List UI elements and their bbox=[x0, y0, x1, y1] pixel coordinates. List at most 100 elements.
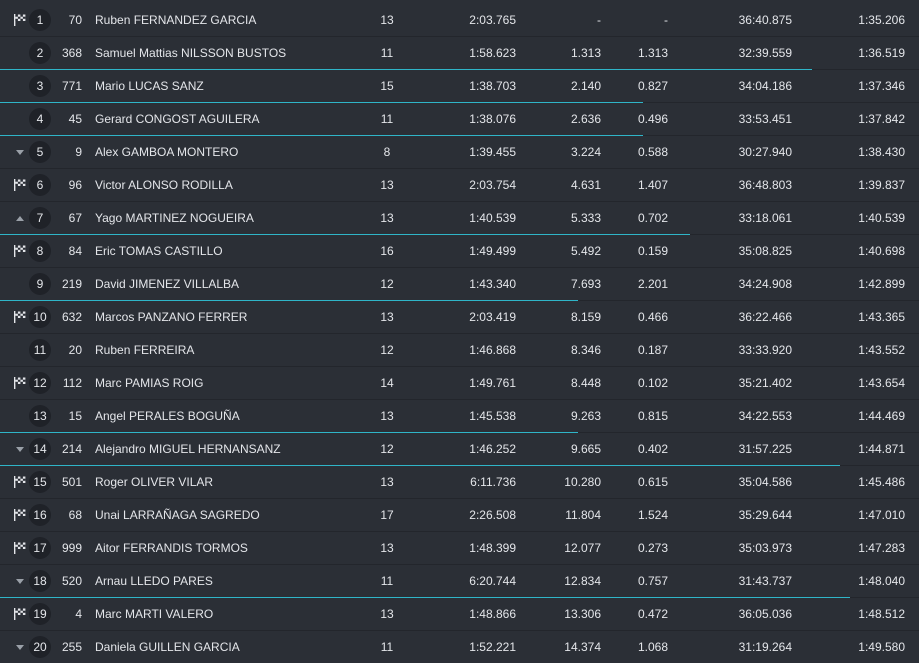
interval: 0.496 bbox=[637, 112, 668, 126]
interval: 0.402 bbox=[637, 442, 668, 456]
gap: 1.313 bbox=[570, 46, 601, 60]
rider-name: Samuel Mattias NILSSON BUSTOS bbox=[95, 46, 287, 60]
finish-flag-icon bbox=[14, 377, 26, 389]
position-badge: 2 bbox=[29, 42, 51, 64]
position-badge: 19 bbox=[29, 603, 51, 625]
laps: 8 bbox=[383, 145, 391, 159]
result-row: 14 214 Alejandro MIGUEL HERNANSANZ 12 1:46.2… bbox=[0, 433, 919, 466]
bib-number: 501 bbox=[61, 475, 82, 489]
total-time: 35:29.644 bbox=[738, 508, 792, 522]
bib-number: 15 bbox=[68, 409, 82, 423]
interval: 0.815 bbox=[637, 409, 668, 423]
result-row: 11 20 Ruben FERREIRA 12 1:46.868 8.346 0.187 33… bbox=[0, 334, 919, 367]
last-lap: 1:45.538 bbox=[469, 409, 516, 423]
bib-number: 68 bbox=[68, 508, 82, 522]
result-row: 20 255 Daniela GUILLEN GARCIA 11 1:52.221 14.… bbox=[0, 631, 919, 663]
bib-number: 45 bbox=[68, 112, 82, 126]
laps: 14 bbox=[380, 376, 394, 390]
interval: - bbox=[664, 13, 668, 27]
last-lap: 6:11.736 bbox=[470, 475, 516, 489]
best-lap: 1:39.837 bbox=[858, 178, 905, 192]
best-lap: 1:42.899 bbox=[858, 277, 905, 291]
rider-name: Marcos PANZANO FERRER bbox=[95, 310, 248, 324]
last-lap: 6:20.744 bbox=[469, 574, 516, 588]
interval: 0.757 bbox=[637, 574, 668, 588]
gap: 5.492 bbox=[570, 244, 601, 258]
progress-line bbox=[0, 234, 690, 235]
interval: 0.472 bbox=[637, 607, 668, 621]
progress-line bbox=[0, 300, 578, 301]
interval: 0.159 bbox=[637, 244, 668, 258]
bib-number: 112 bbox=[62, 376, 82, 390]
total-time: 34:24.908 bbox=[738, 277, 792, 291]
result-row: 13 15 Angel PERALES BOGUÑA 13 1:45.538 9.263 0… bbox=[0, 400, 919, 433]
laps: 12 bbox=[380, 343, 394, 357]
gap: 12.834 bbox=[564, 574, 601, 588]
interval: 1.313 bbox=[637, 46, 668, 60]
total-time: 35:08.825 bbox=[738, 244, 792, 258]
result-row: 1 70 Ruben FERNANDEZ GARCIA 13 2:03.765 - - 36:… bbox=[0, 4, 919, 37]
rider-name: David JIMENEZ VILLALBA bbox=[95, 277, 240, 291]
bib-number: 214 bbox=[61, 442, 82, 456]
gap: 10.280 bbox=[564, 475, 601, 489]
best-lap: 1:44.871 bbox=[858, 442, 905, 456]
position-change-icon bbox=[16, 150, 24, 155]
result-row: 6 96 Victor ALONSO RODILLA 13 2:03.754 4.631 1… bbox=[0, 169, 919, 202]
position-badge: 3 bbox=[29, 75, 51, 97]
laps: 15 bbox=[380, 79, 394, 93]
total-time: 36:22.466 bbox=[738, 310, 792, 324]
best-lap: 1:47.010 bbox=[858, 508, 905, 522]
position-badge: 6 bbox=[29, 174, 51, 196]
bib-number: 771 bbox=[61, 79, 82, 93]
last-lap: 1:38.076 bbox=[469, 112, 516, 126]
last-lap: 1:48.866 bbox=[469, 607, 516, 621]
result-row: 7 67 Yago MARTINEZ NOGUEIRA 13 1:40.539 5.333… bbox=[0, 202, 919, 235]
rider-name: Eric TOMAS CASTILLO bbox=[95, 244, 223, 258]
rider-name: Gerard CONGOST AGUILERA bbox=[95, 112, 260, 126]
rider-name: Alejandro MIGUEL HERNANSANZ bbox=[95, 442, 281, 456]
best-lap: 1:48.512 bbox=[858, 607, 905, 621]
last-lap: 1:58.623 bbox=[469, 46, 516, 60]
total-time: 35:04.586 bbox=[738, 475, 792, 489]
result-row: 8 84 Eric TOMAS CASTILLO 16 1:49.499 5.492 0.1… bbox=[0, 235, 919, 268]
best-lap: 1:35.206 bbox=[858, 13, 905, 27]
interval: 2.201 bbox=[637, 277, 668, 291]
last-lap: 1:39.455 bbox=[469, 145, 516, 159]
result-row: 16 68 Unai LARRAÑAGA SAGREDO 17 2:26.508 11.8… bbox=[0, 499, 919, 532]
position-change-icon bbox=[16, 447, 24, 452]
result-row: 15 501 Roger OLIVER VILAR 13 6:11.736 10.280 0… bbox=[0, 466, 919, 499]
interval: 0.702 bbox=[637, 211, 668, 225]
last-lap: 1:52.221 bbox=[469, 640, 516, 654]
interval: 1.068 bbox=[637, 640, 668, 654]
last-lap: 2:03.419 bbox=[469, 310, 516, 324]
total-time: 31:19.264 bbox=[738, 640, 792, 654]
interval: 0.615 bbox=[637, 475, 668, 489]
position-change-icon bbox=[16, 645, 24, 650]
gap: 3.224 bbox=[570, 145, 601, 159]
finish-flag-icon bbox=[14, 608, 26, 620]
interval: 1.524 bbox=[637, 508, 668, 522]
bib-number: 368 bbox=[61, 46, 82, 60]
progress-line bbox=[0, 102, 643, 103]
bib-number: 255 bbox=[61, 640, 82, 654]
gap: 11.804 bbox=[565, 508, 601, 522]
best-lap: 1:40.698 bbox=[858, 244, 905, 258]
interval: 0.273 bbox=[637, 541, 668, 555]
best-lap: 1:45.486 bbox=[858, 475, 905, 489]
total-time: 34:22.553 bbox=[738, 409, 792, 423]
rider-name: Alex GAMBOA MONTERO bbox=[95, 145, 239, 159]
gap: - bbox=[597, 13, 601, 27]
total-time: 36:40.875 bbox=[738, 13, 792, 27]
total-time: 36:48.803 bbox=[738, 178, 792, 192]
rider-name: Yago MARTINEZ NOGUEIRA bbox=[95, 211, 254, 225]
result-row: 10 632 Marcos PANZANO FERRER 13 2:03.419 8.15… bbox=[0, 301, 919, 334]
total-time: 30:27.940 bbox=[738, 145, 792, 159]
laps: 12 bbox=[380, 442, 394, 456]
laps: 13 bbox=[380, 310, 394, 324]
finish-flag-icon bbox=[14, 542, 26, 554]
laps: 13 bbox=[380, 13, 394, 27]
progress-line bbox=[0, 465, 840, 466]
gap: 9.263 bbox=[570, 409, 601, 423]
best-lap: 1:40.539 bbox=[858, 211, 905, 225]
